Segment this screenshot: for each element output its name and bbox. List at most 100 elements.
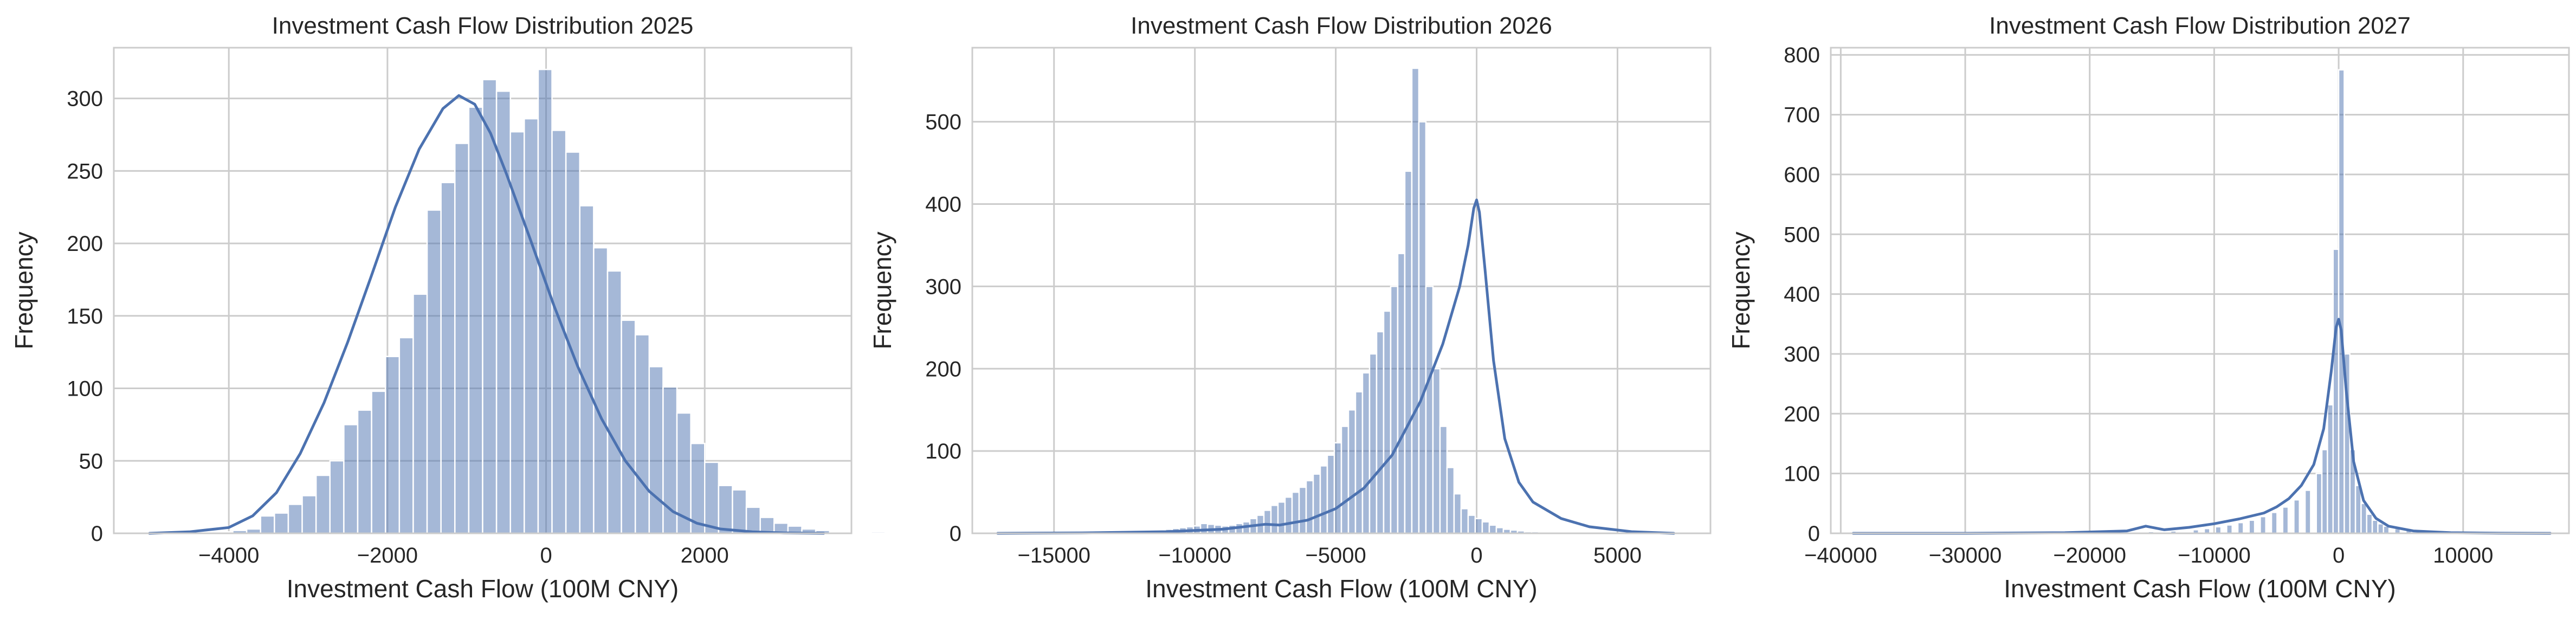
y-tick-label: 400 — [925, 193, 961, 217]
histogram-bar — [2338, 69, 2345, 534]
histogram-bar — [621, 319, 636, 534]
x-tick-label: 10000 — [2433, 544, 2493, 567]
x-tick-label: 0 — [540, 544, 552, 567]
x-tick-label: −10000 — [1158, 544, 1231, 567]
histogram-bar — [1460, 508, 1469, 534]
histogram-bar — [274, 512, 289, 534]
chart-title: Investment Cash Flow Distribution 2026 — [1131, 12, 1552, 39]
y-tick-label: 300 — [1784, 343, 1820, 366]
y-tick-label: 100 — [925, 440, 961, 463]
histogram-bar — [1474, 518, 1483, 534]
chart-title: Investment Cash Flow Distribution 2025 — [272, 12, 694, 39]
histogram-bar — [1495, 527, 1505, 534]
histogram-bar — [329, 460, 345, 534]
y-tick-label: 100 — [1784, 462, 1820, 486]
histogram-bar — [2293, 499, 2300, 534]
kde-line — [1851, 318, 2552, 535]
histogram-bar — [2327, 404, 2334, 534]
histogram-bar — [287, 504, 303, 534]
y-tick-label: 500 — [925, 111, 961, 134]
histogram-bar — [718, 485, 733, 534]
histogram-bar — [1319, 465, 1328, 534]
histogram-bar — [482, 79, 498, 534]
histogram-bar — [1284, 496, 1293, 534]
histogram-bar — [2321, 449, 2328, 534]
histogram-bar — [412, 293, 428, 534]
histogram-bar — [606, 270, 622, 534]
histogram-bar — [260, 515, 275, 534]
histogram-bar — [1411, 67, 1420, 534]
histogram-bar — [1418, 121, 1427, 534]
histogram-bar — [1354, 391, 1364, 534]
histogram-bar — [648, 366, 664, 534]
x-axis-label: Investment Cash Flow (100M CNY) — [1145, 575, 1537, 603]
chart-panel-1: −4000 −2000 0 2000 0 50 100 150 200 250 300 Investm… — [10, 12, 886, 603]
histogram-bar — [2282, 506, 2289, 534]
plot-frame — [971, 47, 1712, 534]
y-tick-label: 200 — [1784, 402, 1820, 426]
histogram-bar — [537, 68, 553, 534]
histogram-bar — [1425, 286, 1434, 534]
histogram-bar — [1361, 372, 1371, 534]
histogram-bar — [2377, 523, 2385, 534]
y-tick-label: 0 — [91, 522, 103, 546]
kde-line — [148, 94, 825, 535]
histogram-bar — [579, 205, 595, 534]
histogram-bar — [357, 409, 372, 534]
plot-frame — [1830, 47, 2570, 534]
y-tick-label: 200 — [925, 357, 961, 381]
x-tick-label: 5000 — [1593, 544, 1642, 567]
histogram-bar — [1277, 501, 1286, 534]
histogram-bar — [1340, 425, 1350, 534]
histogram-bar — [1453, 493, 1462, 534]
y-axis-label: Frequency — [1727, 231, 1755, 349]
histogram-bar — [2226, 524, 2233, 534]
y-tick-label: 100 — [67, 377, 103, 401]
histogram-bar — [1270, 505, 1279, 534]
y-tick-label: 200 — [67, 232, 103, 256]
histogram-bar — [2248, 519, 2256, 534]
histogram-bar — [1404, 170, 1413, 534]
histogram-bar — [1390, 286, 1399, 534]
y-axis-label: Frequency — [868, 231, 896, 349]
y-tick-label: 600 — [1784, 163, 1820, 187]
plot-area — [1831, 48, 2569, 533]
histogram-bar — [301, 495, 317, 534]
x-tick-label: −15000 — [1017, 544, 1090, 567]
histogram-bar — [315, 474, 331, 534]
chart-panel-3: −40000 −30000 −20000 −10000 0 10000 0 100 200 300… — [1727, 12, 2570, 603]
histogram-bar — [2332, 248, 2340, 534]
histogram-bar — [2304, 489, 2312, 534]
y-tick-label: 300 — [67, 87, 103, 111]
histogram-bar — [468, 106, 483, 534]
histogram-bar — [2360, 502, 2368, 534]
histogram-bar — [1439, 425, 1448, 534]
histogram-bar — [1333, 442, 1342, 534]
histogram-bar — [1263, 509, 1272, 534]
histogram-bar — [634, 334, 650, 534]
histogram-bar — [1291, 491, 1300, 534]
histogram-bar — [398, 337, 414, 534]
histogram-bar — [2215, 526, 2222, 534]
y-tick-label: 0 — [950, 522, 961, 546]
y-tick-label: 400 — [1784, 283, 1820, 307]
histogram-bar — [1305, 480, 1314, 534]
x-tick-label: −30000 — [1929, 544, 2002, 567]
histogram-bar — [1347, 409, 1357, 534]
histogram-bar — [593, 247, 609, 534]
chart-panels: −4000 −2000 0 2000050100150200250300Investm… — [10, 12, 2570, 603]
histogram-bar — [1467, 514, 1476, 534]
y-tick-label: 700 — [1784, 104, 1820, 127]
histogram-bar — [1312, 473, 1321, 534]
histogram-bar — [1481, 521, 1490, 534]
x-axis-label: Investment Cash Flow (100M CNY) — [287, 575, 679, 603]
y-tick-label: 800 — [1784, 43, 1820, 67]
x-tick-label: −2000 — [357, 544, 418, 567]
histogram-bar — [870, 531, 886, 534]
x-axis-label: Investment Cash Flow (100M CNY) — [2004, 575, 2396, 603]
x-tick-label: 2000 — [681, 544, 729, 567]
x-tick-label: −4000 — [198, 544, 259, 567]
histogram-bar — [371, 390, 386, 534]
x-tick-label: 0 — [1470, 544, 1482, 567]
plot-frame — [113, 47, 853, 534]
